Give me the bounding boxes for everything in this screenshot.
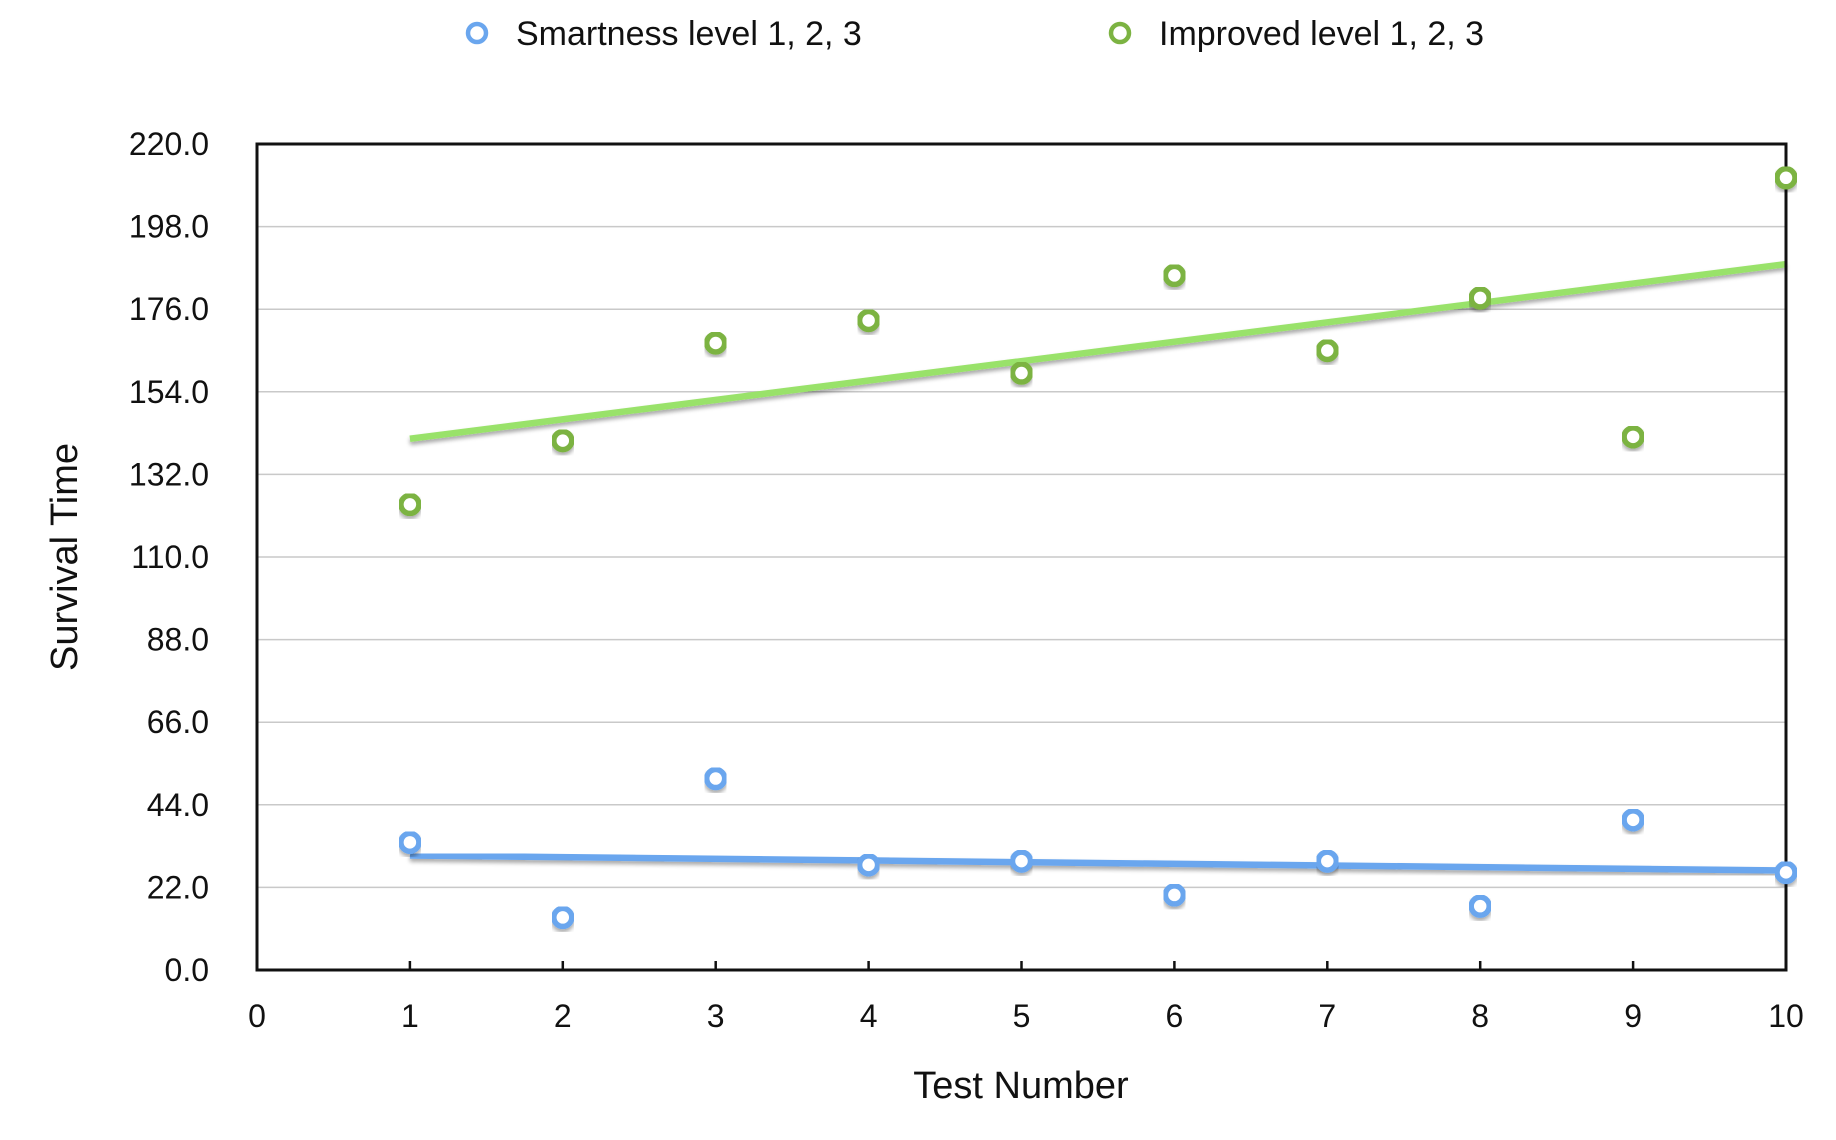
trendlines: [409, 260, 1787, 874]
data-point-series-1-9: [1621, 808, 1645, 832]
data-point-series-2-3: [703, 331, 728, 355]
x-tick-label-3: 3: [707, 998, 725, 1034]
y-tick-label-6: 132.0: [129, 456, 209, 492]
data-point-series-2-5: [1009, 361, 1034, 385]
data-point-series-1-6: [1162, 883, 1187, 907]
data-point-series-1-7: [1315, 849, 1340, 873]
y-axis-title: Survival Time: [44, 443, 86, 671]
y-tick-label-3: 66.0: [147, 704, 209, 740]
x-tick-label-10: 10: [1768, 998, 1804, 1034]
data-point-series-1-1: [398, 830, 422, 855]
data-point-series-2-7: [1315, 338, 1340, 363]
data-point-series-2-6: [1162, 263, 1187, 288]
x-tick-label-8: 8: [1471, 998, 1489, 1034]
x-tick-label-2: 2: [554, 998, 572, 1034]
y-tick-label-8: 176.0: [129, 291, 209, 327]
y-tick-label-0: 0.0: [165, 952, 209, 988]
y-tick-label-7: 154.0: [129, 374, 209, 410]
x-tick-label-5: 5: [1013, 998, 1031, 1034]
data-point-series-2-4: [856, 308, 881, 333]
x-tick-label-9: 9: [1624, 998, 1642, 1034]
x-axis-title: Test Number: [913, 1065, 1129, 1107]
x-tick-label-6: 6: [1166, 998, 1184, 1034]
trendline-series-2: [409, 260, 1787, 442]
data-point-series-1-8: [1468, 894, 1492, 918]
data-point-series-2-2: [551, 428, 575, 453]
data-points: [398, 166, 1798, 930]
data-point-series-2-8: [1468, 286, 1492, 310]
y-tick-label-1: 22.0: [147, 869, 209, 905]
x-tick-label-4: 4: [860, 998, 878, 1034]
y-tick-label-4: 88.0: [147, 622, 209, 658]
x-axis-ticks: [408, 961, 1635, 970]
data-point-series-1-4: [856, 853, 881, 877]
legend-label-series-2: Improved level 1, 2, 3: [1159, 15, 1484, 53]
x-tick-label-0: 0: [248, 998, 266, 1034]
y-tick-label-9: 198.0: [129, 209, 209, 245]
legend-item-series-1: Smartness level 1, 2, 3: [465, 15, 862, 53]
data-point-series-1-2: [551, 905, 575, 930]
trendline-series-1: [409, 852, 1787, 874]
x-axis-tick-labels: 0 1 2 3 4 5 6 7 8 9 10: [248, 998, 1804, 1034]
y-tick-label-2: 44.0: [147, 787, 209, 823]
y-tick-label-5: 110.0: [131, 539, 209, 575]
data-point-series-1-3: [703, 766, 728, 791]
legend-label-series-1: Smartness level 1, 2, 3: [516, 15, 862, 53]
y-tick-label-10: 220.0: [129, 126, 209, 162]
x-tick-label-1: 1: [401, 998, 419, 1034]
y-axis-tick-labels: 0.0 22.0 44.0 66.0 88.0 110.0 132.0 154.0 176.0 1…: [129, 126, 209, 988]
x-tick-label-7: 7: [1318, 998, 1336, 1034]
legend: Smartness level 1, 2, 3 Improved level 1…: [465, 15, 1484, 53]
data-point-series-2-9: [1621, 425, 1645, 449]
gridlines: [257, 225, 1786, 889]
data-point-series-2-10: [1774, 166, 1798, 190]
legend-marker-series-2: [1108, 21, 1132, 45]
data-point-series-1-10: [1774, 860, 1798, 885]
legend-marker-series-1: [465, 21, 489, 45]
data-point-series-1-5: [1009, 849, 1034, 873]
data-point-series-2-1: [398, 492, 422, 517]
legend-item-series-2: Improved level 1, 2, 3: [1108, 15, 1484, 53]
